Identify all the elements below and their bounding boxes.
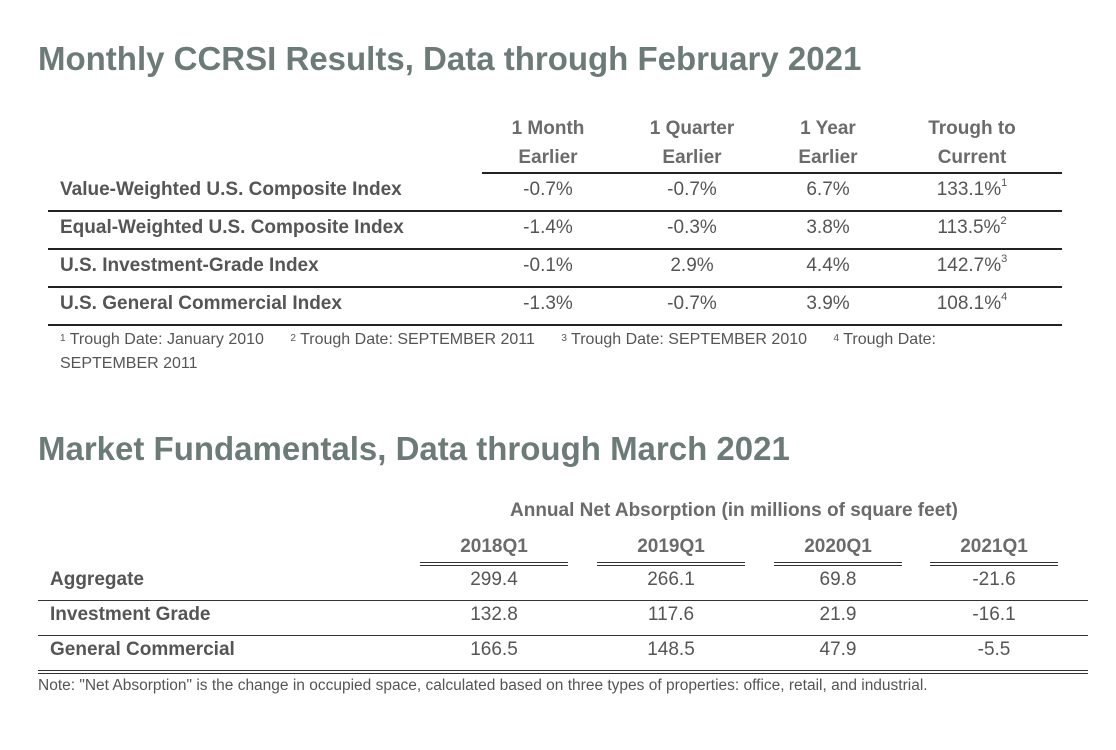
footnote: 2 Trough Date: SEPTEMBER 2011 <box>290 331 535 348</box>
value-1-year: 6.7% <box>806 179 850 200</box>
value-1-year: 3.9% <box>806 293 850 314</box>
value-2020q1: 21.9 <box>819 604 857 625</box>
row-label: Equal-Weighted U.S. Composite Index <box>60 217 404 238</box>
fundamentals-rows: Aggregate 299.4 266.1 69.8 -21.6 Investm… <box>38 566 1088 674</box>
value-2018q1: 166.5 <box>470 639 518 660</box>
value-2018q1: 132.8 <box>470 604 518 625</box>
header-line: Earlier <box>798 147 858 168</box>
row-label: U.S. General Commercial Index <box>60 293 342 314</box>
value-1-quarter: -0.7% <box>667 179 717 200</box>
value-2021q1: -21.6 <box>972 569 1016 590</box>
header-line: 1 Quarter <box>649 118 735 139</box>
row-label: Investment Grade <box>50 604 211 625</box>
value-1-month: -0.1% <box>523 255 573 276</box>
header-line: Current <box>937 147 1007 168</box>
value-1-year: 3.8% <box>806 217 850 238</box>
value-1-quarter: -0.3% <box>667 217 717 238</box>
table-row: Aggregate 299.4 266.1 69.8 -21.6 <box>38 566 1088 601</box>
value-2019q1: 148.5 <box>647 639 695 660</box>
row-label: U.S. Investment-Grade Index <box>60 255 319 276</box>
table-row: U.S. Investment-Grade Index -0.1% 2.9% 4… <box>48 250 1062 288</box>
value-1-quarter: -0.7% <box>667 293 717 314</box>
ccrsi-header-row: 1 Month Earlier 1 Quarter Earlier 1 Year… <box>48 112 1062 174</box>
ccrsi-title: Monthly CCRSI Results, Data through Febr… <box>38 40 862 77</box>
value-2018q1: 299.4 <box>470 569 518 590</box>
column-header-1-year: 1 Year Earlier <box>762 114 894 172</box>
row-label: Aggregate <box>50 569 144 590</box>
value-2021q1: -16.1 <box>972 604 1016 625</box>
table-row: Value-Weighted U.S. Composite Index -0.7… <box>48 172 1062 212</box>
header-line: 1 Year <box>800 118 856 139</box>
footnote: 4 Trough Date: SEPTEMBER 2011 <box>60 331 936 372</box>
value-2019q1: 266.1 <box>647 569 695 590</box>
fundamentals-subtitle: Annual Net Absorption (in millions of sq… <box>510 500 958 521</box>
header-line: Earlier <box>662 147 722 168</box>
column-header-2020q1: 2020Q1 <box>774 536 902 566</box>
value-trough-to-current: 142.7%3 <box>936 253 1008 276</box>
column-header-1-month: 1 Month Earlier <box>482 114 614 172</box>
column-header-2018q1: 2018Q1 <box>420 536 568 566</box>
value-trough-to-current: 133.1%1 <box>936 177 1008 200</box>
value-1-year: 4.4% <box>806 255 850 276</box>
column-header-trough-to-current: Trough to Current <box>900 114 1044 172</box>
value-2020q1: 47.9 <box>819 639 857 660</box>
value-1-month: -0.7% <box>523 179 573 200</box>
value-1-quarter: 2.9% <box>670 255 714 276</box>
value-1-month: -1.3% <box>523 293 573 314</box>
value-trough-to-current: 108.1%4 <box>936 291 1008 314</box>
value-2019q1: 117.6 <box>647 604 695 625</box>
column-header-1-quarter: 1 Quarter Earlier <box>626 114 758 172</box>
column-header-2019q1: 2019Q1 <box>597 536 745 566</box>
value-trough-to-current: 113.5%2 <box>937 215 1007 238</box>
ccrsi-footnotes: 1 Trough Date: January 2010 2 Trough Dat… <box>60 328 1020 376</box>
row-label: Value-Weighted U.S. Composite Index <box>60 179 402 200</box>
footnote: 1 Trough Date: January 2010 <box>60 331 264 348</box>
value-1-month: -1.4% <box>523 217 573 238</box>
table-row: Investment Grade 132.8 117.6 21.9 -16.1 <box>38 601 1088 636</box>
value-2020q1: 69.8 <box>819 569 857 590</box>
footnote: 3 Trough Date: SEPTEMBER 2010 <box>561 331 808 348</box>
header-line: 1 Month <box>511 118 585 139</box>
header-line: Earlier <box>518 147 578 168</box>
fundamentals-title: Market Fundamentals, Data through March … <box>38 430 790 467</box>
row-label: General Commercial <box>50 639 235 660</box>
fundamentals-note: Note: "Net Absorption" is the change in … <box>38 677 928 694</box>
header-line: Trough to <box>928 118 1016 139</box>
table-row: Equal-Weighted U.S. Composite Index -1.4… <box>48 212 1062 250</box>
ccrsi-table: 1 Month Earlier 1 Quarter Earlier 1 Year… <box>48 112 1062 326</box>
value-2021q1: -5.5 <box>977 639 1011 660</box>
column-header-2021q1: 2021Q1 <box>930 536 1058 566</box>
table-row: General Commercial 166.5 148.5 47.9 -5.5 <box>38 636 1088 674</box>
table-row: U.S. General Commercial Index -1.3% -0.7… <box>48 288 1062 326</box>
